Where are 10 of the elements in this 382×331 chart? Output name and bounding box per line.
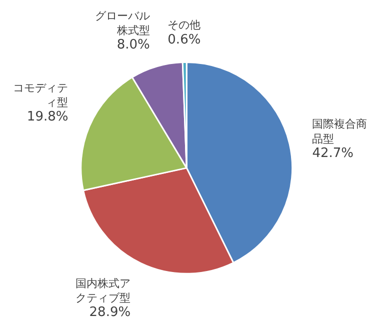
data-label: 28.9% [89,305,131,320]
data-label: 0.6% [168,32,201,48]
data-label: 19.8% [26,110,68,125]
slice-label: 国内株式アクティブ型 [76,276,131,304]
slice-label: 国際複合商品型 [312,118,368,146]
slice-label: グローバル株式型 [94,9,150,38]
data-label: 42.7% [312,146,354,161]
data-label: 8.0% [116,38,150,53]
slice-label: コモディティ型 [13,81,68,109]
slice-label: その他 [168,18,201,32]
